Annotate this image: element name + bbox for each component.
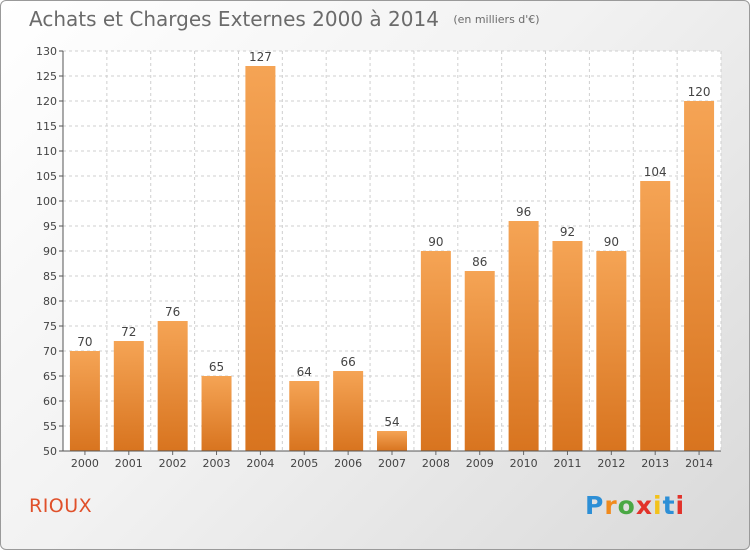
bar-2001	[113, 341, 144, 451]
logo-letter: x	[635, 491, 653, 520]
bar-2013	[640, 181, 671, 451]
y-tick-label: 120	[36, 95, 57, 108]
x-tick-label-2006: 2006	[334, 457, 362, 470]
bar-2005	[289, 381, 320, 451]
x-tick-label-2014: 2014	[685, 457, 713, 470]
bar-2002	[157, 321, 188, 451]
value-label-2013: 104	[644, 165, 667, 179]
y-tick-label: 130	[36, 45, 57, 58]
y-tick-label: 80	[43, 295, 57, 308]
value-label-2007: 54	[384, 415, 399, 429]
chart-title-text: Achats et Charges Externes 2000 à 2014	[29, 7, 439, 31]
y-tick-label: 65	[43, 370, 57, 383]
y-tick-label: 50	[43, 445, 57, 458]
value-label-2008: 90	[428, 235, 443, 249]
logo-letter: o	[617, 491, 636, 520]
value-label-2004: 127	[249, 50, 272, 64]
y-tick-label: 125	[36, 70, 57, 83]
value-label-2003: 65	[209, 360, 224, 374]
x-tick-label-2001: 2001	[115, 457, 143, 470]
value-label-2011: 92	[560, 225, 575, 239]
x-tick-label-2002: 2002	[159, 457, 187, 470]
value-label-2001: 72	[121, 325, 136, 339]
y-tick-label: 75	[43, 320, 57, 333]
value-label-2009: 86	[472, 255, 487, 269]
chart-title: Achats et Charges Externes 2000 à 2014 (…	[29, 7, 540, 31]
y-tick-label: 100	[36, 195, 57, 208]
value-label-2002: 76	[165, 305, 180, 319]
proxiti-logo: Proxiti	[585, 491, 685, 520]
bar-2000	[69, 351, 100, 451]
y-tick-label: 95	[43, 220, 57, 233]
y-tick-label: 90	[43, 245, 57, 258]
x-tick-label-2013: 2013	[641, 457, 669, 470]
x-tick-label-2007: 2007	[378, 457, 406, 470]
bar-2014	[684, 101, 715, 451]
commune-name: RIOUX	[29, 495, 93, 517]
x-tick-label-2010: 2010	[510, 457, 538, 470]
y-tick-label: 70	[43, 345, 57, 358]
y-tick-label: 105	[36, 170, 57, 183]
logo-letter: i	[653, 491, 663, 520]
bar-2012	[596, 251, 627, 451]
logo-letter: r	[604, 491, 618, 520]
bar-2009	[464, 271, 495, 451]
y-tick-label: 110	[36, 145, 57, 158]
x-tick-label-2003: 2003	[203, 457, 231, 470]
x-tick-label-2008: 2008	[422, 457, 450, 470]
bar-2003	[201, 376, 232, 451]
x-tick-label-2004: 2004	[246, 457, 274, 470]
bar-2010	[508, 221, 539, 451]
chart-unit: (en milliers d'€)	[453, 13, 540, 26]
y-tick-label: 115	[36, 120, 57, 133]
x-tick-label-2005: 2005	[290, 457, 318, 470]
x-tick-label-2009: 2009	[466, 457, 494, 470]
bar-2007	[377, 431, 407, 451]
logo-letter: P	[585, 491, 605, 520]
value-label-2014: 120	[688, 85, 711, 99]
value-label-2006: 66	[340, 355, 355, 369]
x-tick-label-2012: 2012	[597, 457, 625, 470]
bar-2006	[333, 371, 364, 451]
bar-2008	[420, 251, 451, 451]
x-tick-label-2011: 2011	[553, 457, 581, 470]
logo-letter: i	[675, 491, 686, 520]
y-tick-label: 55	[43, 420, 57, 433]
value-label-2012: 90	[604, 235, 619, 249]
bar-2004	[245, 66, 276, 451]
bar-2011	[552, 241, 583, 451]
y-tick-label: 60	[43, 395, 57, 408]
value-label-2005: 64	[297, 365, 312, 379]
x-tick-label-2000: 2000	[71, 457, 99, 470]
logo-letter: t	[662, 491, 676, 520]
value-label-2010: 96	[516, 205, 531, 219]
value-label-2000: 70	[77, 335, 92, 349]
y-tick-label: 85	[43, 270, 57, 283]
